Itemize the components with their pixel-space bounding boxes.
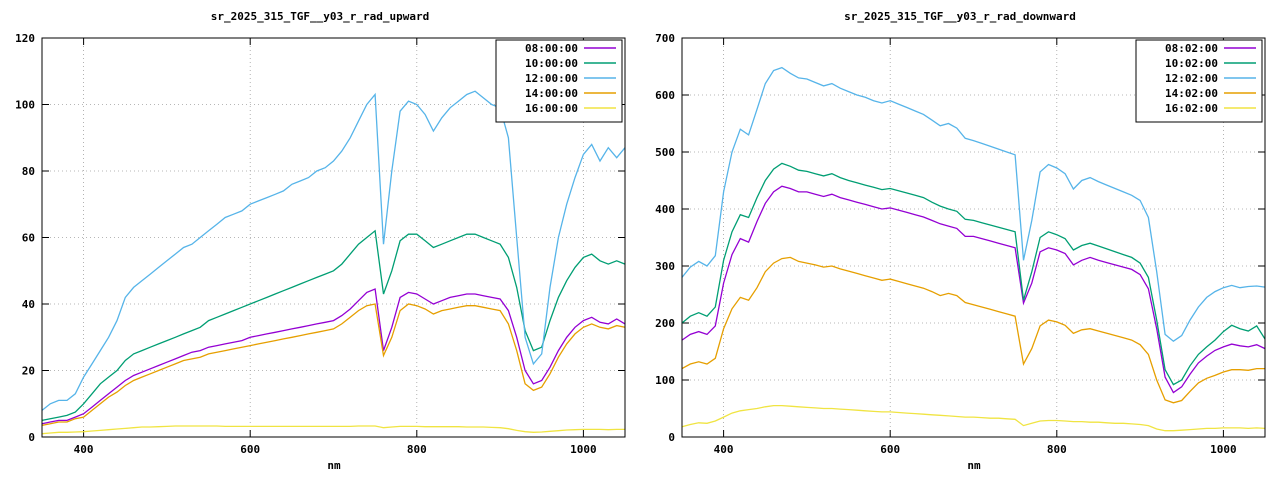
y-tick-label: 60	[22, 232, 35, 245]
legend-label: 08:00:00	[525, 42, 578, 55]
legend-label: 12:00:00	[525, 72, 578, 85]
chart-upward-title: sr_2025_315_TGF__y03_r_rad_upward	[210, 10, 430, 23]
plot-border	[681, 37, 1266, 438]
series-line-16:02:00	[681, 404, 1266, 432]
series-line-08:02:00	[681, 185, 1266, 394]
x-tick-label: 600	[880, 443, 900, 456]
x-tick-label: 1000	[1210, 443, 1237, 456]
y-tick-label: 0	[28, 431, 35, 444]
chart-rad-downward: 0 100 200 300 400 500 600 700 400 600 800 1000 08:02…	[640, 0, 1280, 480]
x-tick-label: 400	[74, 443, 94, 456]
x-tick-label: 1000	[570, 443, 597, 456]
y-tick-label: 20	[22, 365, 35, 378]
legend-label: 10:00:00	[525, 57, 578, 70]
plot-border	[41, 37, 626, 438]
x-tick-label: 600	[240, 443, 260, 456]
series-line-10:00:00	[41, 229, 626, 422]
series-line-14:00:00	[41, 303, 626, 427]
y-tick-label: 100	[15, 99, 35, 112]
y-tick-label: 400	[655, 203, 675, 216]
y-tick-label: 500	[655, 146, 675, 159]
chart-downward-canvas: 0 100 200 300 400 500 600 700 400 600 800 1000 08:02…	[640, 0, 1280, 480]
y-tick-label: 200	[655, 317, 675, 330]
y-tick-label: 100	[655, 374, 675, 387]
legend-label: 14:02:00	[1165, 87, 1218, 100]
series-line-14:02:00	[681, 256, 1265, 404]
y-tick-label: 600	[655, 89, 675, 102]
series-line-12:00:00	[41, 90, 626, 411]
series-line-16:00:00	[41, 425, 625, 435]
chart-svg: 0 20 40 60 80 100 120 400 600 800 1000 08:00:00 10:0…	[15, 32, 626, 456]
series-line-12:02:00	[681, 66, 1266, 343]
y-tick-label: 80	[22, 165, 35, 178]
legend-label: 12:02:00	[1165, 72, 1218, 85]
y-tick-label: 0	[668, 431, 675, 444]
x-tick-label: 400	[714, 443, 734, 456]
y-tick-label: 40	[22, 298, 35, 311]
chart-svg: 0 100 200 300 400 500 600 700 400 600 800 1000 08:02…	[655, 32, 1266, 456]
legend-label: 08:02:00	[1165, 42, 1218, 55]
legend-label: 16:02:00	[1165, 102, 1218, 115]
chart-upward-xaxis-label: nm	[327, 459, 341, 472]
x-tick-label: 800	[407, 443, 427, 456]
y-tick-label: 700	[655, 32, 675, 45]
x-tick-label: 800	[1047, 443, 1067, 456]
legend-label: 10:02:00	[1165, 57, 1218, 70]
y-tick-label: 120	[15, 32, 35, 45]
chart-rad-upward: 0 20 40 60 80 100 120 400 600 800 1000 08:00:00 10:0…	[15, 10, 626, 472]
legend-label: 16:00:00	[525, 102, 578, 115]
chart-upward-canvas: 0 20 40 60 80 100 120 400 600 800 1000 08:00:00 10:0…	[15, 32, 626, 456]
series-line-10:02:00	[681, 162, 1266, 386]
chart-downward-title: sr_2025_315_TGF__y03_r_rad_downward	[844, 10, 1076, 23]
y-tick-label: 300	[655, 260, 675, 273]
legend-label: 14:00:00	[525, 87, 578, 100]
chart-downward-xaxis-label: nm	[967, 459, 981, 472]
series-line-08:00:00	[41, 288, 626, 425]
